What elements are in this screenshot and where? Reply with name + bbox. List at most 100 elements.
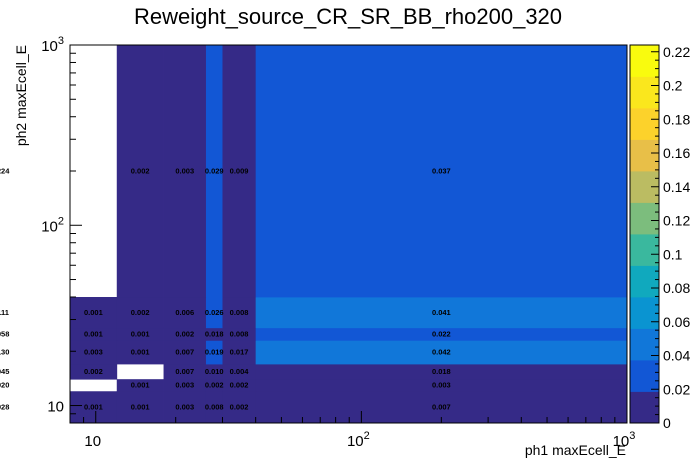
- cell-value-label: 0.018: [205, 330, 224, 339]
- heatmap-cell: [163, 297, 207, 329]
- heatmap-cell: [222, 379, 257, 392]
- colorbar-tick-label: 0.06: [663, 314, 690, 330]
- cell-value-label: 0.009: [230, 167, 249, 176]
- cell-value-label: 0.003: [175, 403, 194, 412]
- colorbar-segment: [630, 202, 659, 235]
- heatmap-cell: [222, 45, 257, 298]
- heatmap-cell-labels: 0.001 0.001 0.003 0.008 0.002 0.007 0.028 0.001…: [0, 167, 451, 412]
- cell-value-label: 0.001: [131, 381, 150, 390]
- heatmap-cell: [255, 340, 628, 365]
- heatmap-cell: [222, 297, 257, 329]
- cell-value-label: 0.008: [230, 330, 249, 339]
- cell-value-label: 0.026: [205, 308, 224, 317]
- cell-value-label: 0.003: [175, 167, 194, 176]
- cell-value-label: 0.111: [0, 308, 9, 317]
- colorbar-segment: [630, 297, 659, 329]
- x-tick-label: 102: [347, 430, 370, 450]
- colorbar: 0 0.02 0.04 0.06 0.08 0.1 0.12 0.14 0.16 0.18 0.2 0…: [629, 44, 690, 431]
- heatmap-cell: [70, 363, 118, 380]
- heatmap-cell: [163, 340, 207, 365]
- x-axis-label: ph1 maxEcell_E: [525, 442, 626, 458]
- cell-value-label: 0.002: [175, 330, 194, 339]
- colorbar-tick-label: 0.1: [663, 246, 683, 262]
- cell-value-label: 0.041: [432, 308, 451, 317]
- colorbar-tick-label: 0.18: [663, 111, 690, 127]
- colorbar-tick-label: 0.12: [663, 213, 690, 229]
- x-tick-label: 103: [613, 430, 636, 450]
- cell-value-label: 0.003: [175, 381, 194, 390]
- y-tick-label: 10: [47, 399, 64, 416]
- heatmap-cell: [163, 45, 207, 298]
- heatmap-cell: [116, 297, 164, 329]
- cell-value-label: 0.037: [432, 167, 451, 176]
- cell-value-label: 0.002: [230, 403, 249, 412]
- y-axis-label: ph2 maxEcell_E: [13, 45, 29, 146]
- colorbar-frame: [629, 44, 660, 424]
- cell-value-label: 0.019: [205, 348, 224, 357]
- cell-value-label: 0.028: [0, 403, 9, 412]
- cell-value-label: 0.002: [84, 367, 103, 376]
- heatmap-cell: [205, 379, 223, 392]
- heatmap-cell: [116, 391, 164, 424]
- chart-title: Reweight_source_CR_SR_BB_rho200_320: [133, 4, 563, 29]
- heatmap-cell: [70, 391, 118, 424]
- y-tick-label: 103: [41, 35, 64, 55]
- heatmap-cell: [116, 379, 164, 392]
- cell-value-label: 0.001: [131, 348, 150, 357]
- heatmap-cell: [116, 45, 164, 298]
- heatmap-cell: [163, 391, 207, 424]
- heatmap-cell: [222, 327, 257, 341]
- cell-value-label: 0.022: [432, 330, 451, 339]
- colorbar-segment: [630, 265, 659, 298]
- cell-value-label: 0.001: [84, 330, 103, 339]
- colorbar-segment: [630, 108, 659, 140]
- heatmap-cell: [163, 379, 207, 392]
- heatmap-cell: [255, 45, 628, 298]
- heatmap-cell: [116, 340, 164, 365]
- colorbar-segment: [630, 360, 659, 392]
- heatmap-cell: [205, 327, 223, 341]
- colorbar-tick-label: 0.2: [663, 78, 683, 94]
- cell-value-label: 0.010: [205, 367, 224, 376]
- cell-value-label: 0.007: [175, 348, 194, 357]
- cell-value-label: 0.001: [131, 330, 150, 339]
- heatmap-cell: [70, 327, 118, 341]
- colorbar-tick-label: 0.14: [663, 179, 690, 195]
- heatmap-cell: [205, 391, 223, 424]
- cell-value-label: 0.002: [131, 308, 150, 317]
- cell-value-label: 0.001: [84, 308, 103, 317]
- cell-value-label: 0.130: [0, 348, 9, 357]
- heatmap-cell: [222, 391, 257, 424]
- colorbar-segment: [630, 234, 659, 266]
- cell-value-label: 0.008: [205, 403, 224, 412]
- heatmap-cell: [70, 297, 118, 329]
- axes: 10 102 103 10 102 103: [41, 35, 635, 450]
- colorbar-segment: [630, 139, 659, 172]
- heatmap-cell: [163, 327, 207, 341]
- cell-value-label: 0.002: [205, 381, 224, 390]
- colorbar-tick-label: 0.08: [663, 280, 690, 296]
- x-tick-label: 10: [84, 433, 101, 450]
- heatmap-cell: [205, 45, 223, 298]
- heatmap-cell: [116, 327, 164, 341]
- colorbar-tick-label: 0: [663, 415, 671, 431]
- heatmap-cells: [70, 45, 628, 424]
- colorbar-tick-label: 0.02: [663, 381, 690, 397]
- colorbar-segment: [630, 45, 659, 77]
- cell-value-label: 0.006: [175, 308, 194, 317]
- cell-value-label: 0.002: [131, 167, 150, 176]
- heatmap-cell: [255, 363, 628, 380]
- cell-value-label: 0.003: [432, 381, 451, 390]
- heatmap-cell: [70, 340, 118, 365]
- colorbar-tick-label: 0.22: [663, 44, 690, 60]
- cell-value-label: 0.007: [432, 403, 451, 412]
- cell-value-label: 0.007: [175, 367, 194, 376]
- heatmap-cell: [205, 340, 223, 365]
- heatmap-cell: [205, 363, 223, 380]
- colorbar-tick-label: 0.04: [663, 348, 690, 364]
- cell-value-label: 0.045: [0, 367, 9, 376]
- cell-value-label: 0.058: [0, 330, 9, 339]
- cell-value-label: 0.018: [432, 367, 451, 376]
